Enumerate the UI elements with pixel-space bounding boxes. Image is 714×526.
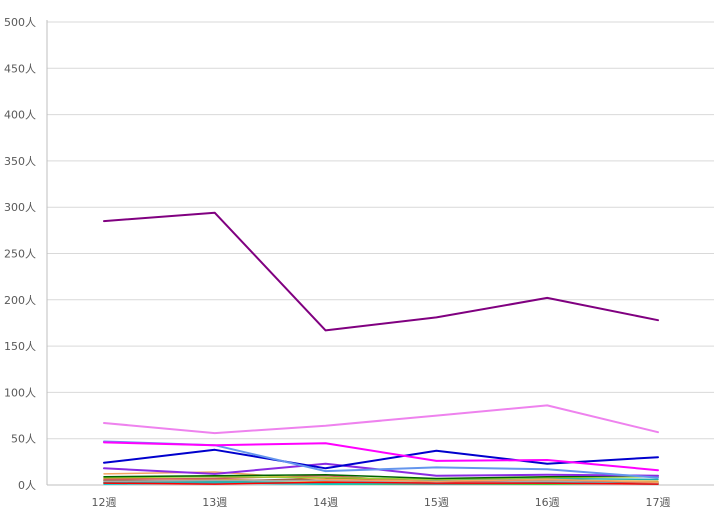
x-tick-label: 15週 bbox=[424, 496, 449, 509]
y-tick-label: 300人 bbox=[4, 201, 36, 214]
x-tick-label: 12週 bbox=[92, 496, 117, 509]
series-lines bbox=[103, 211, 659, 485]
y-tick-label: 450人 bbox=[4, 62, 36, 75]
series-line bbox=[103, 475, 659, 481]
y-axis-tick-labels: 0人 50人 100人 150人 200人 250人 300人 350人 400人 450人 500… bbox=[4, 16, 36, 492]
y-tick-label: 350人 bbox=[4, 155, 36, 168]
y-tick-label: 500人 bbox=[4, 16, 36, 29]
series-line bbox=[103, 211, 659, 332]
gridlines bbox=[47, 21, 714, 440]
axes bbox=[46, 20, 714, 486]
series-line bbox=[103, 441, 659, 472]
y-tick-label: 150人 bbox=[4, 340, 36, 353]
y-tick-label: 100人 bbox=[4, 386, 36, 399]
y-tick-label: 250人 bbox=[4, 248, 36, 261]
series-line bbox=[103, 479, 659, 483]
x-tick-label: 13週 bbox=[202, 496, 227, 509]
x-tick-label: 17週 bbox=[646, 496, 671, 509]
y-tick-label: 0人 bbox=[18, 479, 36, 492]
y-tick-label: 50人 bbox=[11, 433, 36, 446]
x-tick-label: 14週 bbox=[313, 496, 338, 509]
series-line bbox=[103, 404, 659, 435]
y-tick-label: 200人 bbox=[4, 294, 36, 307]
x-tick-label: 16週 bbox=[535, 496, 560, 509]
series-line bbox=[103, 481, 659, 485]
series-line bbox=[103, 474, 659, 480]
x-axis-tick-labels: 12週 13週 14週 15週 16週 17週 bbox=[92, 496, 671, 509]
y-tick-label: 400人 bbox=[4, 109, 36, 122]
